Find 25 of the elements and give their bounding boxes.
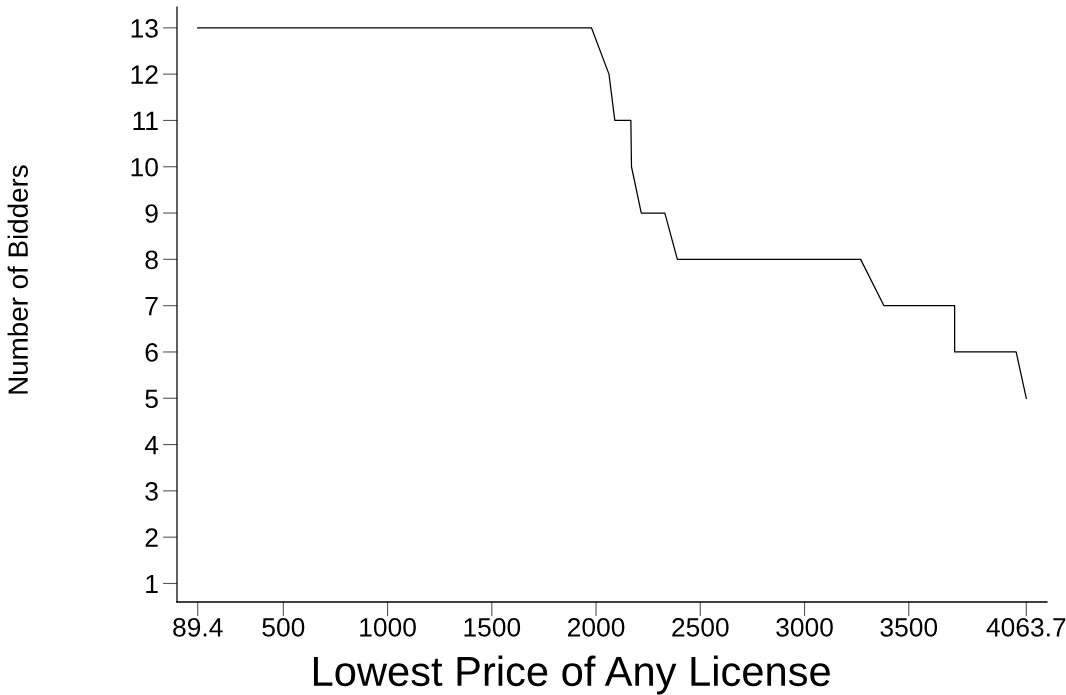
y-tick-label: 13 xyxy=(131,18,158,38)
y-tick-label: 6 xyxy=(145,343,158,362)
line-series xyxy=(197,27,1027,399)
y-tick-label: 4 xyxy=(144,435,159,455)
y-tick-label: 7 xyxy=(145,297,158,316)
x-axis-title: Lowest Price of Any License xyxy=(313,655,830,695)
y-tick-label: 10 xyxy=(131,157,158,177)
x-tick-label: 500 xyxy=(262,617,305,637)
y-tick-label: 9 xyxy=(145,204,158,223)
x-tick-label: 2000 xyxy=(568,617,625,637)
x-tick-label: 89.4 xyxy=(173,617,223,637)
x-tick-label: 3000 xyxy=(776,617,833,637)
y-tick-label: 8 xyxy=(145,250,158,270)
x-tick-label: 1500 xyxy=(464,617,521,637)
y-axis-title: Number of Bidders xyxy=(7,165,28,394)
y-tick-label: 5 xyxy=(145,389,158,409)
y-tick-label: 1 xyxy=(146,574,158,594)
y-tick-label: 2 xyxy=(145,528,158,547)
x-tick-label: 2500 xyxy=(672,617,729,637)
y-tick-label: 12 xyxy=(131,65,158,84)
x-tick-label: 4063.7 xyxy=(986,617,1066,637)
x-tick-label: 1000 xyxy=(360,617,416,637)
x-tick-label: 3500 xyxy=(880,617,938,637)
y-tick-label: 3 xyxy=(145,482,158,501)
y-tick-label: 11 xyxy=(133,111,158,131)
